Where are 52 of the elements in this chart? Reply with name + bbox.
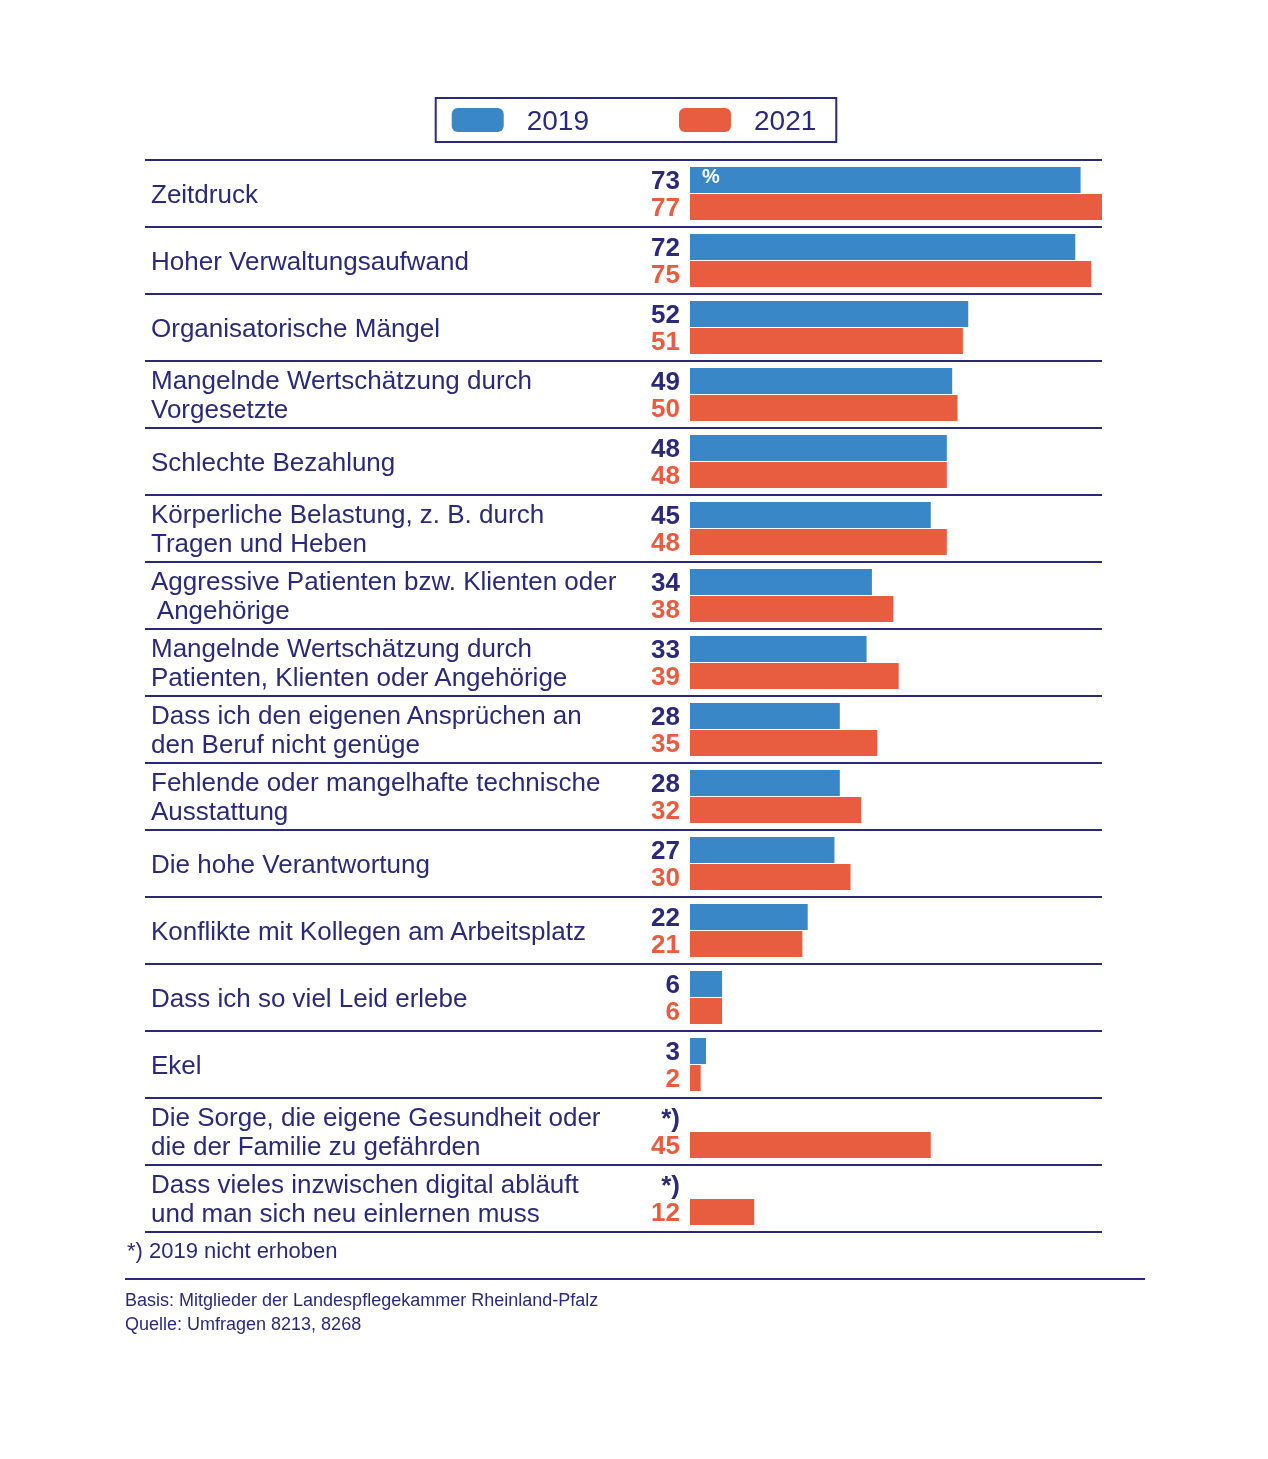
y-tick-label: Die hohe Verantwortung <box>151 848 430 879</box>
text: Basis: Mitglieder der Landespflegekammer Rheinland-Pfalz <box>125 1278 1145 1312</box>
y-tick-label: Hoher Verwaltungsaufwand <box>151 245 469 276</box>
y-tick-label: Mangelnde Wertschätzung durch Vorgesetzte <box>151 365 540 424</box>
data-label: 28 <box>651 700 680 731</box>
data-label: 30 <box>651 862 680 893</box>
data-label: 49 <box>651 365 680 396</box>
y-tick-label: Dass vieles inzwischen digital abläuft und man sich neu einlernen muss <box>151 1169 586 1228</box>
data-label: 51 <box>651 326 680 357</box>
y-tick-label: Körperliche Belastung, z. B. durch Tragen und Heben <box>151 499 552 558</box>
data-label: 73 <box>651 164 680 195</box>
data-label: 48 <box>651 527 680 558</box>
data-label: 39 <box>651 661 680 692</box>
data-label: 34 <box>651 566 681 597</box>
text: *) <box>661 1170 680 1200</box>
y-tick-label: Zeitdruck <box>151 178 259 209</box>
y-tick-label: Aggressive Patienten bzw. Klienten oder Angehörige <box>151 566 617 625</box>
legend-label: 2019 <box>526 104 590 136</box>
text: *) 2019 nicht erhoben <box>127 1238 339 1264</box>
data-label: 75 <box>651 259 680 290</box>
data-label: 28 <box>651 767 680 798</box>
y-tick-label: Schlechte Bezahlung <box>151 446 396 477</box>
data-label: 35 <box>651 728 680 759</box>
data-label: 6 <box>665 996 680 1027</box>
data-label: 27 <box>651 834 680 865</box>
y-tick-label: Die Sorge, die eigene Gesundheit oder die der Familie zu gefährden <box>151 1102 608 1161</box>
text: *) <box>661 1103 680 1133</box>
data-label: 6 <box>665 968 680 999</box>
y-tick-label: Ekel <box>151 1049 202 1080</box>
data-label: 72 <box>651 231 680 262</box>
data-label: 45 <box>651 499 680 530</box>
legend-label: 2021 <box>754 104 817 136</box>
data-label: 50 <box>651 393 680 424</box>
data-label: 2 <box>665 1063 680 1094</box>
annotation: % <box>702 164 720 187</box>
data-label: 48 <box>651 432 680 463</box>
data-label: 32 <box>651 795 680 826</box>
y-tick-label: Mangelnde Wertschätzung durch Patienten, Klienten oder Angehörige <box>151 633 568 692</box>
y-tick-label: Organisatorische Mängel <box>151 312 441 343</box>
data-label: 3 <box>665 1035 680 1066</box>
data-label: 52 <box>651 298 680 329</box>
data-label: 22 <box>651 901 680 932</box>
data-label: 48 <box>651 460 680 491</box>
y-tick-label: Dass ich den eigenen Ansprüchen an den Beruf nicht genüge <box>151 700 589 759</box>
data-label: 38 <box>651 594 680 625</box>
y-tick-label: Fehlende oder mangelhafte technische Ausstattung <box>151 767 608 826</box>
data-label: 33 <box>651 633 680 664</box>
y-tick-label: Dass ich so viel Leid erlebe <box>151 982 468 1013</box>
source-note: Quelle: Umfragen 8213, 8268 <box>125 1313 363 1336</box>
data-label: 77 <box>651 192 680 223</box>
data-label: 21 <box>651 929 680 960</box>
y-tick-label: Konflikte mit Kollegen am Arbeitsplatz <box>151 915 586 946</box>
